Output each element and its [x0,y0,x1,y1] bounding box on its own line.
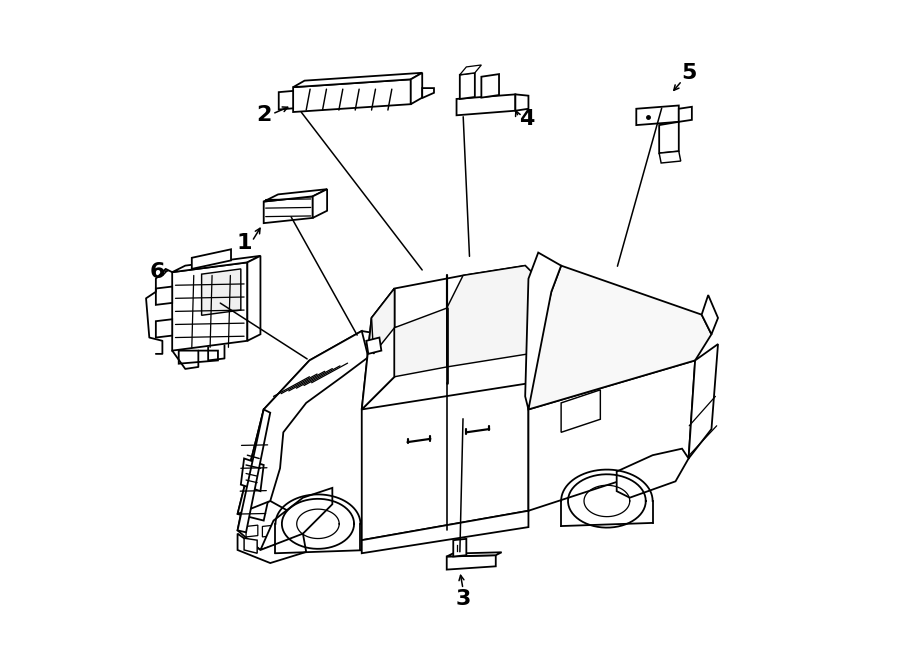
Polygon shape [362,511,528,553]
Polygon shape [238,409,270,532]
Text: 4: 4 [519,109,535,128]
Polygon shape [362,383,528,540]
Polygon shape [260,488,332,550]
Polygon shape [394,308,446,377]
Polygon shape [460,65,482,75]
Polygon shape [372,289,394,354]
Polygon shape [456,95,516,115]
Polygon shape [238,331,368,514]
Polygon shape [263,525,274,537]
Polygon shape [238,409,286,520]
Polygon shape [616,449,688,498]
Polygon shape [246,525,257,537]
Polygon shape [172,262,248,351]
Polygon shape [454,539,466,557]
Polygon shape [362,289,394,409]
Polygon shape [659,151,680,163]
Polygon shape [293,79,410,112]
Polygon shape [528,360,695,511]
Polygon shape [446,552,501,557]
Text: 1: 1 [237,233,252,253]
Polygon shape [264,189,327,201]
Polygon shape [238,501,300,550]
Polygon shape [702,295,718,334]
Text: 6: 6 [149,262,165,282]
Polygon shape [202,269,241,315]
Polygon shape [238,534,306,563]
Polygon shape [446,555,496,569]
Polygon shape [659,122,679,153]
Polygon shape [312,189,327,218]
Polygon shape [362,289,394,409]
Polygon shape [679,107,692,122]
Polygon shape [179,351,218,363]
Polygon shape [636,105,679,125]
Text: 5: 5 [681,63,697,83]
Polygon shape [394,265,552,328]
Polygon shape [366,338,382,354]
Polygon shape [561,390,600,432]
Polygon shape [244,538,257,553]
Polygon shape [460,73,475,99]
Polygon shape [410,73,422,104]
Polygon shape [172,256,260,272]
Polygon shape [516,95,528,111]
Text: 3: 3 [455,589,471,609]
Polygon shape [446,265,552,367]
Polygon shape [279,91,293,109]
Polygon shape [528,265,712,409]
Polygon shape [422,88,434,98]
Polygon shape [293,73,422,87]
Polygon shape [482,74,499,97]
Polygon shape [192,250,231,269]
Polygon shape [688,344,718,459]
Polygon shape [241,459,264,491]
Polygon shape [264,197,312,223]
Polygon shape [156,319,172,338]
Polygon shape [264,331,382,416]
Polygon shape [528,292,552,383]
Polygon shape [248,256,260,341]
Text: 2: 2 [256,105,272,125]
Polygon shape [156,287,172,305]
Polygon shape [526,253,561,409]
